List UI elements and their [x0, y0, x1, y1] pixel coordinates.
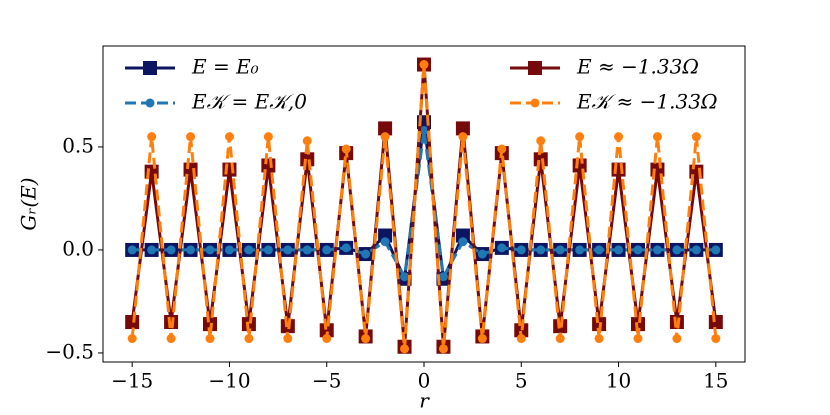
marker	[555, 334, 565, 344]
x-tick-label: −10	[208, 369, 250, 393]
marker	[127, 334, 137, 344]
marker	[164, 315, 179, 330]
marker	[186, 132, 196, 142]
marker	[572, 158, 587, 173]
marker	[594, 334, 604, 344]
marker	[672, 245, 682, 255]
legend-label: E𝒦 ≈ −1.33Ω	[576, 90, 718, 114]
marker	[614, 245, 624, 255]
marker	[477, 249, 487, 259]
y-tick-label: 0.0	[62, 236, 94, 260]
marker	[458, 132, 468, 142]
marker	[205, 245, 215, 255]
legend-label: E𝒦 = E𝒦,0	[191, 90, 307, 114]
marker	[361, 249, 371, 259]
marker	[319, 323, 334, 338]
marker	[516, 245, 526, 255]
x-axis-label: r	[419, 389, 430, 413]
marker	[341, 144, 351, 154]
marker	[244, 334, 254, 344]
marker	[633, 245, 643, 255]
marker	[166, 245, 176, 255]
marker	[261, 158, 276, 173]
marker	[652, 245, 662, 255]
marker	[575, 132, 585, 142]
legend-label: E = E₀	[191, 55, 259, 79]
marker	[536, 136, 546, 146]
legend-marker	[143, 61, 157, 75]
marker	[263, 245, 273, 255]
marker	[361, 334, 371, 344]
y-tick-label: −0.5	[45, 339, 94, 363]
x-tick-label: −5	[312, 369, 341, 393]
marker	[224, 245, 234, 255]
marker	[711, 245, 721, 255]
marker	[378, 121, 393, 136]
x-tick-label: 0	[418, 369, 431, 393]
marker	[516, 334, 526, 344]
marker	[222, 162, 237, 177]
marker	[125, 315, 140, 330]
x-tick-label: 5	[515, 369, 528, 393]
marker	[711, 334, 721, 344]
marker	[497, 243, 507, 253]
marker	[400, 344, 410, 354]
marker	[691, 132, 701, 142]
marker	[611, 162, 626, 177]
y-axis-label: Gᵣ(E)	[17, 177, 41, 230]
x-tick-label: 15	[703, 369, 728, 393]
marker	[669, 315, 684, 330]
marker	[536, 245, 546, 255]
marker	[322, 245, 332, 255]
marker	[419, 60, 429, 70]
marker	[455, 121, 470, 136]
marker	[147, 245, 157, 255]
marker	[283, 334, 293, 344]
marker	[400, 272, 410, 282]
plot-frame	[102, 45, 746, 363]
marker	[224, 132, 234, 142]
marker	[244, 245, 254, 255]
marker	[555, 245, 565, 255]
marker	[708, 315, 723, 330]
marker	[283, 245, 293, 255]
marker	[341, 243, 351, 253]
marker	[205, 334, 215, 344]
legend-marker	[528, 61, 542, 75]
marker	[166, 334, 176, 344]
marker	[497, 144, 507, 154]
x-tick-label: 10	[606, 369, 631, 393]
marker	[614, 132, 624, 142]
marker	[477, 334, 487, 344]
marker	[302, 245, 312, 255]
marker	[514, 323, 529, 338]
marker	[127, 245, 137, 255]
marker	[186, 245, 196, 255]
y-tick-label: 0.5	[62, 133, 94, 157]
marker	[633, 334, 643, 344]
marker	[652, 132, 662, 142]
marker	[380, 237, 390, 247]
marker	[380, 132, 390, 142]
marker	[458, 237, 468, 247]
marker	[322, 334, 332, 344]
marker	[302, 136, 312, 146]
legend-marker	[530, 98, 540, 108]
marker	[438, 344, 448, 354]
marker	[672, 334, 682, 344]
legend-marker	[145, 98, 155, 108]
marker	[147, 132, 157, 142]
marker	[419, 125, 429, 135]
marker	[691, 245, 701, 255]
marker	[575, 245, 585, 255]
marker	[263, 132, 273, 142]
legend-label: E ≈ −1.33Ω	[576, 55, 699, 79]
marker	[594, 245, 604, 255]
x-tick-label: −15	[111, 369, 153, 393]
marker	[438, 272, 448, 282]
